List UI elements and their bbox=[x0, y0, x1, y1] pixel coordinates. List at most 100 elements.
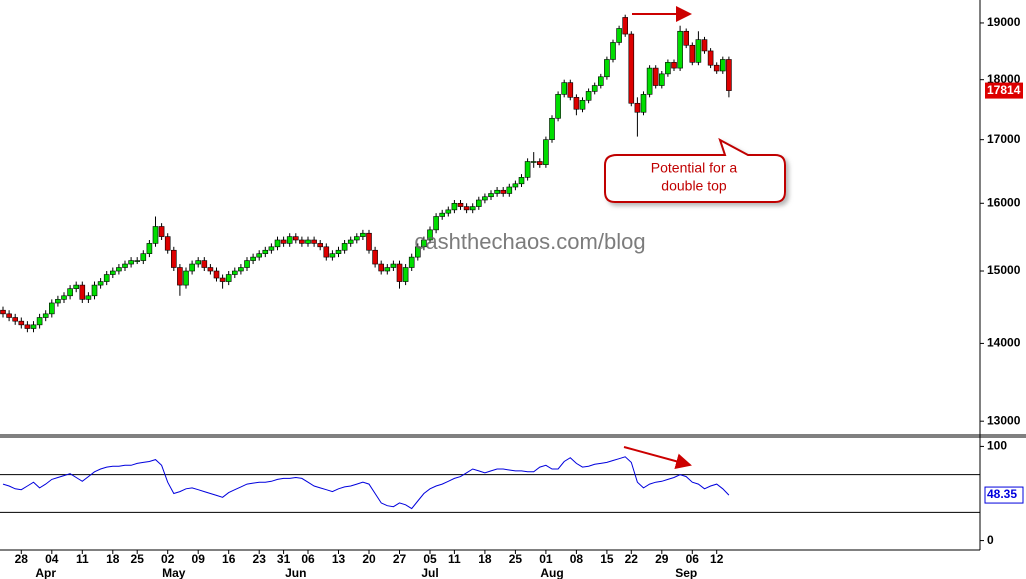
x-tick-label: 31 bbox=[277, 552, 291, 566]
candle-body bbox=[726, 59, 732, 91]
candle-body bbox=[402, 267, 409, 282]
candle-body bbox=[500, 189, 507, 194]
candle-body bbox=[689, 44, 696, 63]
candle-body bbox=[628, 33, 635, 104]
x-tick-label: 06 bbox=[301, 552, 315, 566]
candle-body bbox=[366, 232, 372, 251]
candle-body bbox=[213, 270, 220, 279]
candle-body bbox=[396, 263, 403, 282]
candle-body bbox=[12, 317, 18, 322]
candle-body bbox=[335, 249, 342, 254]
month-label: Jun bbox=[285, 566, 306, 579]
x-tick-label: 12 bbox=[710, 552, 724, 566]
candle-body bbox=[616, 28, 622, 43]
x-tick-label: 06 bbox=[686, 552, 700, 566]
x-tick-label: 23 bbox=[253, 552, 267, 566]
candle-body bbox=[311, 239, 317, 244]
candle-body bbox=[518, 177, 525, 185]
candle-body bbox=[91, 284, 98, 297]
candle-body bbox=[482, 196, 488, 201]
candle-body bbox=[695, 39, 702, 63]
candle-body bbox=[549, 117, 555, 140]
candle-body bbox=[543, 139, 549, 165]
candle-body bbox=[384, 267, 391, 272]
last-price-label: 17814 bbox=[987, 83, 1021, 97]
candle-body bbox=[55, 299, 61, 304]
y-tick-label: 18000 bbox=[987, 72, 1021, 86]
last-price-box bbox=[985, 82, 1023, 99]
y-tick-label: 14000 bbox=[987, 336, 1021, 350]
candle-body bbox=[219, 277, 226, 282]
watermark: cashthechaos.com/blog bbox=[414, 229, 645, 254]
candle-body bbox=[232, 270, 238, 275]
candle-body bbox=[469, 206, 476, 211]
candle-body bbox=[305, 239, 311, 244]
candle-body bbox=[189, 263, 195, 272]
candle-body bbox=[634, 102, 641, 113]
candle-body bbox=[238, 267, 244, 272]
candle-body bbox=[341, 243, 348, 251]
candle-body bbox=[652, 67, 659, 86]
candle-body bbox=[475, 199, 482, 207]
x-tick-label: 16 bbox=[222, 552, 236, 566]
candle-body bbox=[408, 256, 415, 268]
candle-body bbox=[158, 226, 165, 237]
y-tick-label: 19000 bbox=[987, 15, 1021, 29]
candle-body bbox=[110, 270, 116, 275]
candle-body bbox=[378, 263, 385, 272]
candle-body bbox=[256, 253, 263, 258]
candle-body bbox=[463, 206, 470, 211]
candle-body bbox=[439, 212, 446, 217]
candle-body bbox=[140, 253, 147, 261]
candle-body bbox=[122, 263, 128, 268]
candle-body bbox=[286, 236, 293, 244]
candle-body bbox=[353, 236, 360, 241]
candle-body bbox=[414, 246, 421, 258]
candle-body bbox=[250, 256, 256, 261]
rsi-line bbox=[2, 456, 730, 510]
x-tick-label: 22 bbox=[625, 552, 639, 566]
candle-body bbox=[225, 274, 232, 282]
candle-body bbox=[494, 189, 500, 194]
month-label: Aug bbox=[540, 566, 563, 579]
candle-body bbox=[42, 313, 49, 318]
candle-body bbox=[48, 302, 55, 315]
candle-body bbox=[427, 229, 433, 241]
x-tick-label: 13 bbox=[332, 552, 346, 566]
candle-body bbox=[567, 82, 574, 98]
candle-body bbox=[390, 263, 397, 268]
candle-body bbox=[146, 243, 153, 254]
candle-body bbox=[372, 249, 378, 265]
candle-body bbox=[421, 239, 427, 248]
candle-body bbox=[585, 91, 592, 101]
candle-body bbox=[530, 161, 537, 163]
x-tick-label: 15 bbox=[600, 552, 614, 566]
candle-body bbox=[36, 317, 43, 326]
candle-body bbox=[506, 186, 513, 194]
candle-body bbox=[713, 64, 720, 72]
x-tick-label: 02 bbox=[161, 552, 175, 566]
arrow bbox=[623, 446, 692, 470]
x-tick-label: 25 bbox=[509, 552, 523, 566]
candle-body bbox=[164, 236, 171, 251]
x-tick-label: 11 bbox=[448, 552, 461, 566]
candle-body bbox=[604, 59, 610, 78]
candle-body bbox=[597, 76, 604, 86]
candle-body bbox=[457, 202, 464, 207]
y-tick-label: 16000 bbox=[987, 195, 1021, 209]
candle-body bbox=[183, 270, 189, 286]
month-label: Sep bbox=[675, 566, 697, 579]
candle-body bbox=[262, 249, 269, 254]
candle-body bbox=[73, 284, 79, 289]
candle-body bbox=[207, 267, 214, 272]
candle-body bbox=[555, 94, 561, 119]
x-tick-label: 18 bbox=[478, 552, 492, 566]
candle-body bbox=[128, 260, 134, 265]
y-tick-label: 0 bbox=[987, 533, 994, 547]
candle-body bbox=[24, 324, 31, 329]
candle-body bbox=[177, 267, 183, 286]
candle-body bbox=[658, 73, 665, 86]
x-tick-label: 08 bbox=[570, 552, 584, 566]
candle-body bbox=[488, 193, 494, 198]
